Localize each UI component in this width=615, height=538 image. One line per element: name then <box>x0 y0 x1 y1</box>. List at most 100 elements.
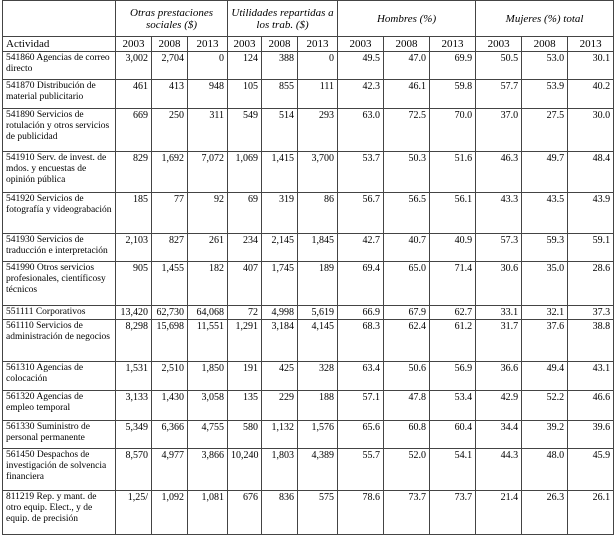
table-row: 541910 Serv. de invest. de mdos. y encue… <box>2 151 615 193</box>
cell-value: 10,240 <box>227 448 263 491</box>
table-row: 541920 Servicios de fotografía y videogr… <box>2 192 615 234</box>
cell-value: 2,103 <box>115 233 152 262</box>
group-header: Mujeres (%) total <box>475 0 615 37</box>
table-row: 541860 Agencias de correo directo 3,002 2,… <box>2 51 615 80</box>
cell-value: 46.6 <box>567 390 615 421</box>
cell-value: 3,700 <box>297 151 339 193</box>
cell-value: 56.1 <box>429 192 477 234</box>
cell-value: 413 <box>151 79 188 109</box>
year-header: 2008 <box>521 36 569 52</box>
cell-value: 61.2 <box>429 319 477 362</box>
table-row: 541990 Otros servicios profesionales, ci… <box>2 261 615 306</box>
cell-value: 49.4 <box>521 361 569 391</box>
cell-value: 1,415 <box>261 151 299 193</box>
group-header: Utilidades repartidas a los trab. ($) <box>227 0 339 37</box>
cell-value: 0 <box>297 51 339 80</box>
group-header: Otras prestaciones sociales ($) <box>114 0 229 37</box>
cell-value: 135 <box>227 390 263 421</box>
cell-value: 1,092 <box>151 490 188 535</box>
table-row: 811219 Rep. y mant. de otro equip. Elect… <box>2 490 615 535</box>
cell-value: 4,389 <box>297 448 339 491</box>
table-row: 561110 Servicios de administración de ne… <box>2 319 615 362</box>
cell-value: 4,977 <box>151 448 188 491</box>
cell-value: 65.0 <box>383 261 431 306</box>
cell-value: 2,704 <box>151 51 188 80</box>
cell-value: 57.3 <box>475 233 523 262</box>
cell-value: 56.5 <box>383 192 431 234</box>
year-header: 2008 <box>151 36 188 52</box>
cell-value: 829 <box>115 151 152 193</box>
cell-value: 836 <box>261 490 299 535</box>
cell-value: 42.3 <box>337 79 385 109</box>
cell-value: 63.4 <box>337 361 385 391</box>
cell-value: 425 <box>261 361 299 391</box>
table-row: 541930 Servicios de traducción e interpr… <box>2 233 615 262</box>
cell-value: 5,619 <box>297 305 339 320</box>
cell-value: 42.9 <box>475 390 523 421</box>
cell-value: 15,698 <box>151 319 188 362</box>
cell-value: 71.4 <box>429 261 477 306</box>
cell-value: 8,298 <box>115 319 152 362</box>
year-header: 2013 <box>186 36 229 52</box>
header-row: Otras prestaciones sociales ($) Utilidade… <box>2 0 615 37</box>
cell-value: 26.1 <box>567 490 615 535</box>
cell-value: 56.7 <box>337 192 385 234</box>
cell-value: 1,455 <box>151 261 188 306</box>
cell-value: 1,531 <box>115 361 152 391</box>
cell-value: 39.6 <box>567 420 615 449</box>
cell-value: 46.3 <box>475 151 523 193</box>
cell-value: 38.8 <box>567 319 615 362</box>
cell-value: 676 <box>227 490 263 535</box>
row-label: 541930 Servicios de traducción e interpr… <box>2 233 116 262</box>
cell-value: 42.7 <box>337 233 385 262</box>
cell-value: 1,430 <box>151 390 188 421</box>
cell-value: 37.6 <box>521 319 569 362</box>
cell-value: 1,692 <box>151 151 188 193</box>
cell-value: 328 <box>297 361 339 391</box>
cell-value: 53.0 <box>521 51 569 80</box>
cell-value: 77 <box>151 192 188 234</box>
cell-value: 32.1 <box>521 305 569 320</box>
cell-value: 48.4 <box>567 151 615 193</box>
row-label: 561330 Suministro de personal permanente <box>2 420 116 449</box>
row-label: 541860 Agencias de correo directo <box>2 51 116 80</box>
cell-value: 124 <box>227 51 263 80</box>
cell-value: 229 <box>261 390 299 421</box>
row-label: 561450 Despachos de investigación de sol… <box>2 448 116 491</box>
cell-value: 407 <box>227 261 263 306</box>
cell-value: 2,145 <box>261 233 299 262</box>
cell-value: 46.1 <box>383 79 431 109</box>
row-label: 561110 Servicios de administración de ne… <box>2 319 116 362</box>
cell-value: 43.3 <box>475 192 523 234</box>
cell-value: 7,072 <box>186 151 229 193</box>
table-row: 541890 Servicios de rotulación y otros s… <box>2 108 615 152</box>
cell-value: 69 <box>227 192 263 234</box>
table-row: 561450 Despachos de investigación de sol… <box>2 448 615 491</box>
table-row: 561320 Agencias de empleo temporal 3,133 1… <box>2 390 615 421</box>
cell-value: 59.1 <box>567 233 615 262</box>
cell-value: 54.1 <box>429 448 477 491</box>
cell-value: 4,755 <box>186 420 229 449</box>
cell-value: 62.4 <box>383 319 431 362</box>
table-row: 541870 Distribución de material publicit… <box>2 79 615 109</box>
cell-value: 3,002 <box>115 51 152 80</box>
table-row: 551111 Corporativos 13,420 62,730 64,068 72 4… <box>2 305 615 320</box>
row-label: 561310 Agencias de colocación <box>2 361 116 391</box>
cell-value: 33.1 <box>475 305 523 320</box>
cell-value: 48.0 <box>521 448 569 491</box>
cell-value: 44.3 <box>475 448 523 491</box>
cell-value: 73.7 <box>429 490 477 535</box>
cell-value: 43.5 <box>521 192 569 234</box>
year-header: 2013 <box>297 36 339 52</box>
cell-value: 69.4 <box>337 261 385 306</box>
cell-value: 3,184 <box>261 319 299 362</box>
row-label: 541890 Servicios de rotulación y otros s… <box>2 108 116 152</box>
cell-value: 855 <box>261 79 299 109</box>
cell-value: 30.6 <box>475 261 523 306</box>
year-header: 2013 <box>567 36 615 52</box>
cell-value: 72 <box>227 305 263 320</box>
cell-value: 1,132 <box>261 420 299 449</box>
cell-value: 234 <box>227 233 263 262</box>
group-header <box>2 0 116 37</box>
cell-value: 49.5 <box>337 51 385 80</box>
